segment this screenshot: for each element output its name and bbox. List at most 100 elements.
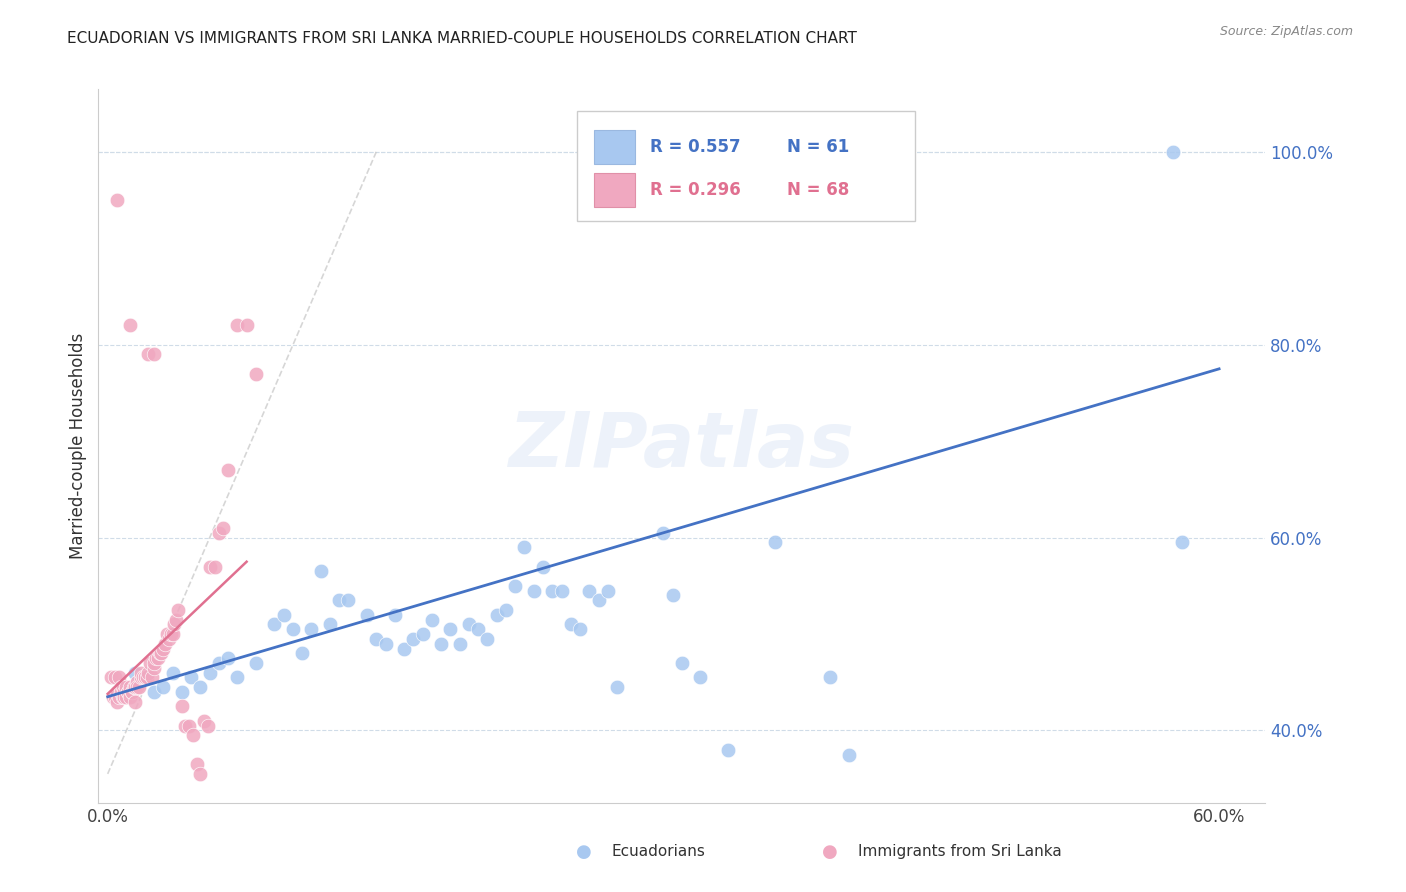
Point	[560, 617, 582, 632]
Point	[319, 617, 342, 632]
Point	[148, 646, 170, 660]
Point	[105, 685, 128, 699]
Point	[273, 607, 295, 622]
Point	[217, 463, 239, 477]
Point	[124, 665, 146, 680]
Point	[153, 637, 176, 651]
Point	[121, 685, 143, 699]
Point	[420, 613, 443, 627]
Point	[412, 627, 434, 641]
Point	[366, 632, 388, 646]
Point	[384, 607, 406, 622]
Point	[134, 670, 156, 684]
Point	[117, 685, 139, 699]
Point	[208, 656, 231, 670]
Point	[127, 675, 149, 690]
Point	[181, 728, 204, 742]
Text: Ecuadorians: Ecuadorians	[612, 845, 706, 859]
Text: R = 0.557: R = 0.557	[651, 138, 741, 156]
Point	[717, 743, 740, 757]
Point	[143, 661, 166, 675]
Point	[112, 685, 135, 699]
Point	[309, 565, 332, 579]
Point	[138, 665, 160, 680]
Point	[163, 617, 186, 632]
Point	[439, 622, 461, 636]
FancyBboxPatch shape	[595, 173, 636, 207]
Point	[186, 757, 208, 772]
Point	[235, 318, 257, 333]
Point	[115, 685, 138, 699]
Point	[198, 665, 221, 680]
Point	[111, 680, 134, 694]
Point	[245, 367, 267, 381]
Point	[430, 637, 453, 651]
Text: Source: ZipAtlas.com: Source: ZipAtlas.com	[1219, 25, 1353, 38]
Point	[523, 583, 546, 598]
Point	[513, 541, 536, 555]
Point	[143, 656, 166, 670]
Point	[112, 690, 135, 704]
Point	[150, 646, 173, 660]
Point	[118, 318, 141, 333]
Point	[197, 719, 219, 733]
Point	[652, 525, 675, 540]
Point	[129, 665, 152, 680]
Point	[531, 559, 554, 574]
Point	[226, 318, 249, 333]
Text: ●: ●	[821, 843, 838, 861]
Point	[103, 690, 125, 704]
Point	[134, 670, 156, 684]
Point	[145, 651, 167, 665]
Point	[217, 651, 239, 665]
Point	[818, 670, 841, 684]
Y-axis label: Married-couple Households: Married-couple Households	[69, 333, 87, 559]
Point	[838, 747, 860, 762]
Point	[127, 680, 149, 694]
Point	[104, 670, 127, 684]
Point	[291, 646, 314, 660]
Point	[135, 670, 157, 684]
Point	[138, 347, 160, 361]
Point	[689, 670, 711, 684]
Point	[105, 193, 128, 207]
Point	[107, 670, 129, 684]
Point	[188, 767, 211, 781]
Point	[1161, 145, 1184, 159]
Point	[485, 607, 508, 622]
Point	[139, 656, 162, 670]
Point	[263, 617, 285, 632]
Text: N = 61: N = 61	[787, 138, 849, 156]
Point	[118, 680, 141, 694]
Point	[596, 583, 619, 598]
Point	[134, 670, 156, 684]
Point	[152, 680, 174, 694]
Text: ECUADORIAN VS IMMIGRANTS FROM SRI LANKA MARRIED-COUPLE HOUSEHOLDS CORRELATION CH: ECUADORIAN VS IMMIGRANTS FROM SRI LANKA …	[67, 31, 858, 46]
Point	[174, 719, 197, 733]
Point	[467, 622, 489, 636]
Point	[110, 685, 132, 699]
Point	[157, 632, 180, 646]
Point	[301, 622, 323, 636]
Point	[578, 583, 600, 598]
Point	[100, 670, 122, 684]
Point	[115, 680, 138, 694]
Text: Immigrants from Sri Lanka: Immigrants from Sri Lanka	[858, 845, 1062, 859]
Point	[170, 699, 193, 714]
Text: ●: ●	[575, 843, 592, 861]
Point	[477, 632, 499, 646]
Point	[107, 690, 129, 704]
Point	[392, 641, 415, 656]
FancyBboxPatch shape	[595, 130, 636, 164]
Point	[117, 685, 139, 699]
Point	[198, 559, 221, 574]
Point	[143, 685, 166, 699]
Text: N = 68: N = 68	[787, 181, 849, 199]
Point	[541, 583, 564, 598]
Point	[606, 680, 628, 694]
Point	[226, 670, 249, 684]
Point	[328, 593, 350, 607]
Point	[146, 651, 169, 665]
Point	[245, 656, 267, 670]
Point	[208, 525, 231, 540]
